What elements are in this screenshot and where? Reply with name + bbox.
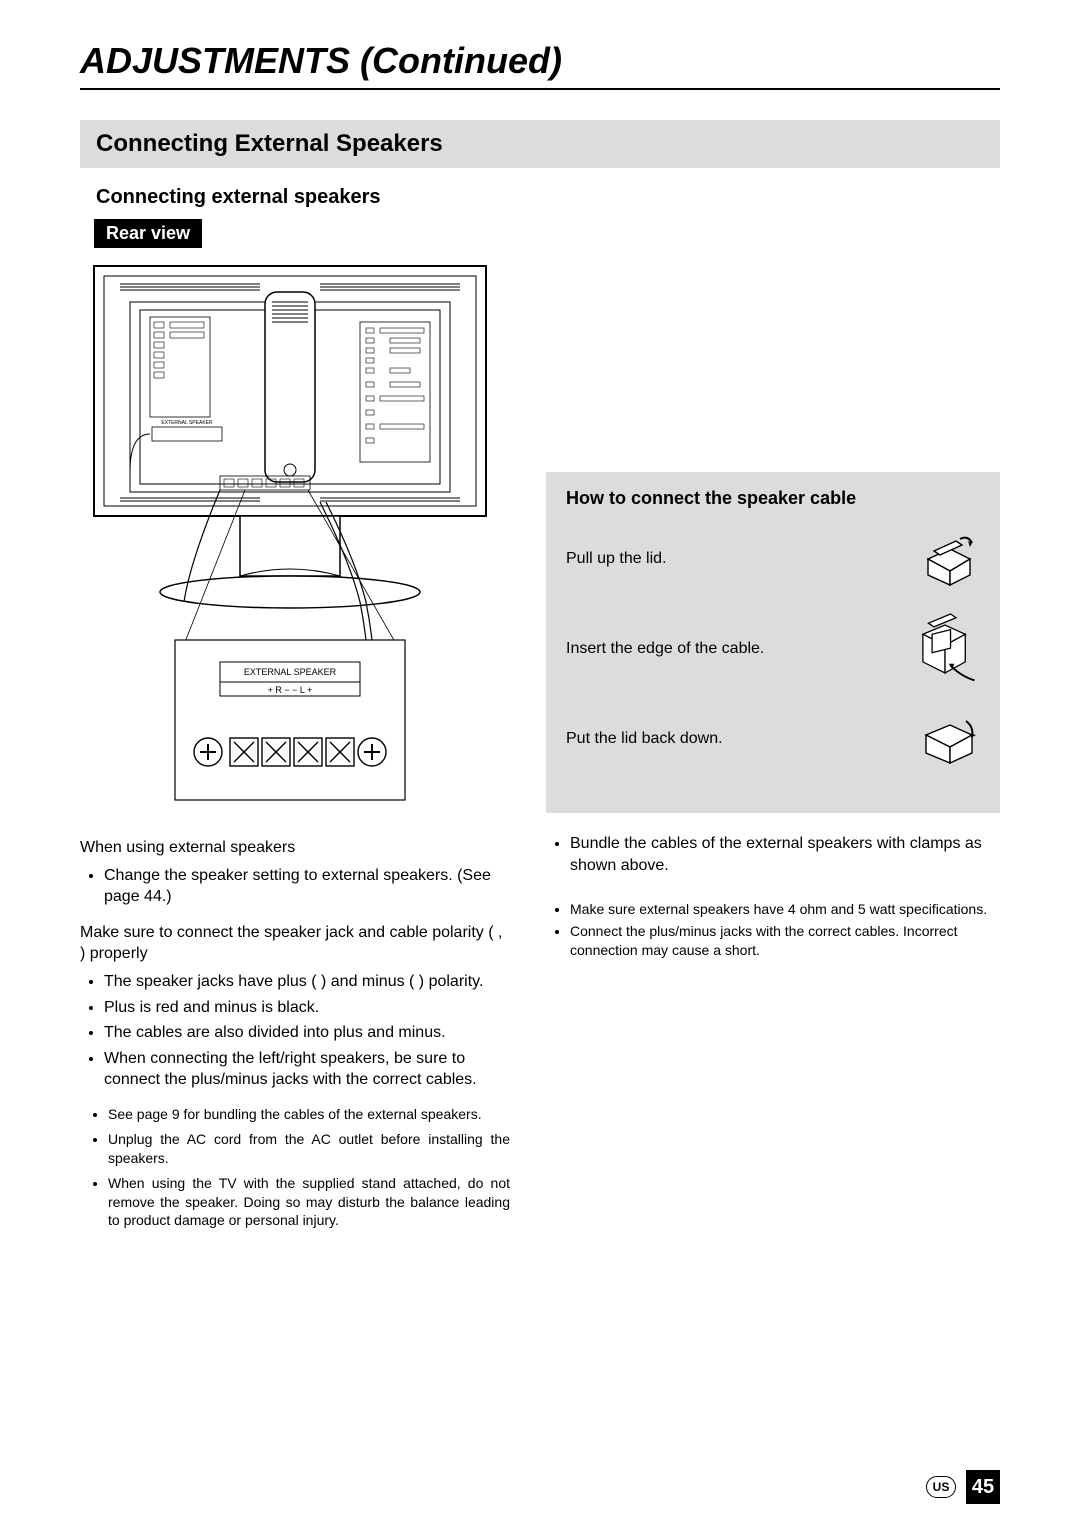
callout-title: How to connect the speaker cable bbox=[566, 488, 980, 509]
left-small-notes: See page 9 for bundling the cables of th… bbox=[80, 1105, 510, 1230]
section-banner: Connecting External Speakers bbox=[80, 120, 1000, 168]
list-item: Unplug the AC cord from the AC outlet be… bbox=[108, 1130, 510, 1168]
list-item: When using the TV with the supplied stan… bbox=[108, 1174, 510, 1231]
tv-rear-diagram: EXTERNAL SPEAKER EXTERNAL S bbox=[90, 262, 490, 802]
list-item: Plus is red and minus is black. bbox=[104, 997, 510, 1019]
svg-text:EXTERNAL SPEAKER: EXTERNAL SPEAKER bbox=[161, 420, 213, 426]
page-footer: US 45 bbox=[926, 1470, 1000, 1504]
list-item: The cables are also divided into plus an… bbox=[104, 1022, 510, 1044]
right-bullets: Bundle the cables of the external speake… bbox=[546, 833, 1000, 876]
terminal-label: EXTERNAL SPEAKER bbox=[244, 667, 337, 677]
speaker-cable-callout: How to connect the speaker cable Pull up… bbox=[546, 472, 1000, 813]
using-heading: When using external speakers bbox=[80, 837, 510, 859]
insert-cable-icon bbox=[910, 609, 980, 689]
list-item: Bundle the cables of the external speake… bbox=[570, 833, 1000, 876]
list-item: See page 9 for bundling the cables of th… bbox=[108, 1105, 510, 1124]
step-text: Pull up the lid. bbox=[566, 550, 910, 568]
polarity-heading: Make sure to connect the speaker jack an… bbox=[80, 922, 510, 965]
page-number: 45 bbox=[966, 1470, 1000, 1504]
left-text-block: When using external speakers Change the … bbox=[80, 837, 510, 1091]
terminal-marks: + R − − L + bbox=[268, 685, 313, 695]
polarity-list: The speaker jacks have plus ( ) and minu… bbox=[80, 971, 510, 1091]
lid-close-icon bbox=[910, 711, 980, 767]
list-item: When connecting the left/right speakers,… bbox=[104, 1048, 510, 1091]
rear-view-tab: Rear view bbox=[94, 219, 202, 248]
list-item: Make sure external speakers have 4 ohm a… bbox=[570, 900, 1000, 918]
step-2: Insert the edge of the cable. bbox=[566, 609, 980, 689]
title-divider bbox=[80, 88, 1000, 90]
list-item: Connect the plus/minus jacks with the co… bbox=[570, 922, 1000, 958]
page-title: ADJUSTMENTS (Continued) bbox=[80, 40, 1000, 82]
right-small-notes: Make sure external speakers have 4 ohm a… bbox=[546, 900, 1000, 959]
left-column: EXTERNAL SPEAKER EXTERNAL S bbox=[80, 262, 510, 1236]
list-item: Change the speaker setting to external s… bbox=[104, 865, 510, 908]
step-3: Put the lid back down. bbox=[566, 711, 980, 767]
step-text: Insert the edge of the cable. bbox=[566, 640, 910, 658]
step-text: Put the lid back down. bbox=[566, 730, 910, 748]
two-column-layout: EXTERNAL SPEAKER EXTERNAL S bbox=[80, 262, 1000, 1236]
sub-heading: Connecting external speakers bbox=[96, 186, 1000, 209]
region-badge: US bbox=[926, 1476, 956, 1498]
lid-open-icon bbox=[910, 531, 980, 587]
right-column: How to connect the speaker cable Pull up… bbox=[546, 262, 1000, 1236]
list-item: The speaker jacks have plus ( ) and minu… bbox=[104, 971, 510, 993]
step-1: Pull up the lid. bbox=[566, 531, 980, 587]
using-list: Change the speaker setting to external s… bbox=[80, 865, 510, 908]
